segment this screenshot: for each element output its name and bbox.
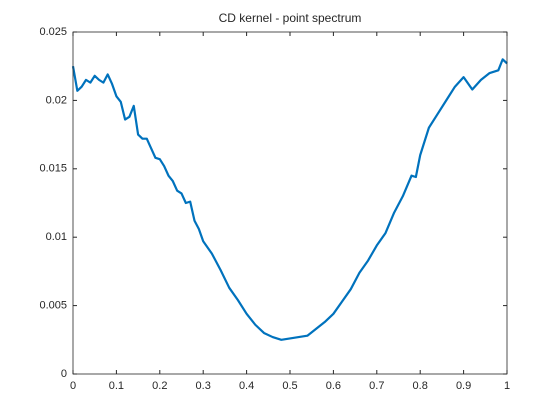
x-tick-label: 1 — [504, 380, 510, 392]
x-tick-label: 0.4 — [239, 380, 254, 392]
x-tick-label: 0.9 — [456, 380, 471, 392]
x-tick-label: 0.1 — [109, 380, 124, 392]
x-tick-label: 0.2 — [152, 380, 167, 392]
y-tick-label: 0.01 — [46, 231, 67, 243]
axes-box — [72, 31, 508, 375]
x-tick-label: 0.3 — [196, 380, 211, 392]
y-tick-label: 0 — [61, 368, 67, 380]
y-tick-label: 0.025 — [39, 26, 67, 38]
x-tick-label: 0.8 — [413, 380, 428, 392]
y-tick-label: 0.015 — [39, 163, 67, 175]
x-tick-label: 0.5 — [282, 380, 297, 392]
plot-area — [73, 32, 507, 374]
x-tick-label: 0.6 — [326, 380, 341, 392]
data-line — [71, 58, 508, 341]
chart-title: CD kernel - point spectrum — [219, 11, 362, 25]
x-tick-label: 0 — [70, 380, 76, 392]
y-tick-label: 0.005 — [39, 300, 67, 312]
y-tick-label: 0.02 — [46, 94, 67, 106]
x-tick-label: 0.7 — [369, 380, 384, 392]
